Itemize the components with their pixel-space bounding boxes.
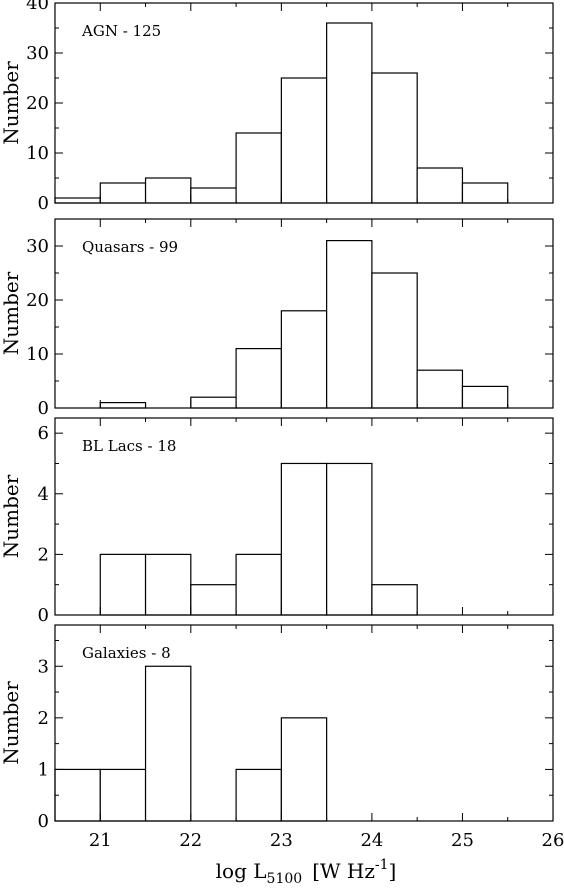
bar [461,182,509,204]
y-tick-label: 10 [26,344,49,365]
y-axis-label: Number [0,681,23,765]
x-axis-label-unit: [W Hz [312,859,375,883]
x-tick-label: 23 [270,830,293,851]
bar [190,584,237,616]
x-ticks [54,625,554,821]
bar [235,553,282,616]
y-tick-label: 20 [26,290,49,311]
bar [326,240,373,409]
x-tick-label: 26 [542,830,564,851]
bar [280,310,328,409]
y-tick-label: 30 [26,43,49,64]
panel-4: 0 1 2 3 Number Galaxies - 8 [0,624,554,832]
x-axis-label-subscript: 5100 [267,871,303,887]
y-tick-label: 0 [38,811,49,832]
bar [461,385,509,409]
x-ticks [54,219,554,408]
y-tick-label: 1 [38,759,49,780]
y-tick-label: 0 [38,398,49,419]
bar [190,396,237,409]
panel-label: BL Lacs - 18 [82,437,176,455]
bar [326,22,373,204]
bar [235,768,282,822]
bar [99,402,147,409]
y-tick-label: 40 [26,0,49,14]
x-tick-label: 22 [179,830,202,851]
x-axis-label-close: ] [389,859,397,883]
y-ticks [55,432,553,616]
y-tick-label: 30 [26,236,49,257]
y-tick-label: 2 [38,544,49,565]
bar [235,132,282,204]
panel-label: AGN - 125 [81,22,161,40]
bar [280,717,328,822]
y-axis-label: Number [0,271,23,355]
y-axis-label: Number [0,474,23,558]
bar [99,553,147,616]
y-tick-label: 6 [38,423,49,444]
bar [99,182,147,204]
bar [326,462,373,616]
plot-frame [54,417,554,616]
y-ticks [55,639,553,822]
x-tick-labels: 21 22 23 24 25 26 [89,830,564,851]
bar [371,272,418,409]
y-tick-label: 10 [26,143,49,164]
bar [416,167,464,204]
x-ticks [54,3,554,203]
y-ticks [55,218,553,409]
x-axis-label-main: log L [216,859,267,883]
y-ticks [55,2,553,204]
panel-label: Quasars - 99 [82,238,178,256]
bars [99,462,418,616]
y-tick-label: 2 [38,708,49,729]
bar [144,177,192,204]
bar [144,553,192,616]
y-tick-label: 4 [38,484,49,505]
bars [54,665,328,822]
plot-frame [54,624,554,822]
bar [54,768,101,822]
x-axis-label-superscript: -1 [375,857,389,873]
bar [144,665,192,822]
bar [371,72,418,204]
y-tick-label: 3 [38,656,49,677]
y-tick-label: 0 [38,193,49,214]
bar [280,77,328,204]
x-tick-label: 25 [451,830,474,851]
panel-1: 0 10 20 30 40 Number AGN - 125 [0,0,554,214]
panel-3: 0 2 4 6 Number BL Lacs - 18 [0,417,554,626]
x-tick-label: 24 [360,830,383,851]
y-tick-label: 20 [26,93,49,114]
bar [190,187,237,204]
panel-label: Galaxies - 8 [82,644,171,662]
bar [235,348,282,409]
bar [54,197,101,204]
bars [54,22,509,204]
y-tick-label: 0 [38,605,49,626]
bar [371,584,418,616]
bar [280,462,328,616]
plot-frame [54,218,554,409]
x-axis-label: log L5100 [W Hz-1] [216,857,397,887]
x-ticks [54,418,554,615]
bars [99,240,509,409]
y-axis-label: Number [0,61,23,145]
bar [99,768,147,822]
x-tick-label: 21 [89,830,112,851]
bar [416,369,464,409]
